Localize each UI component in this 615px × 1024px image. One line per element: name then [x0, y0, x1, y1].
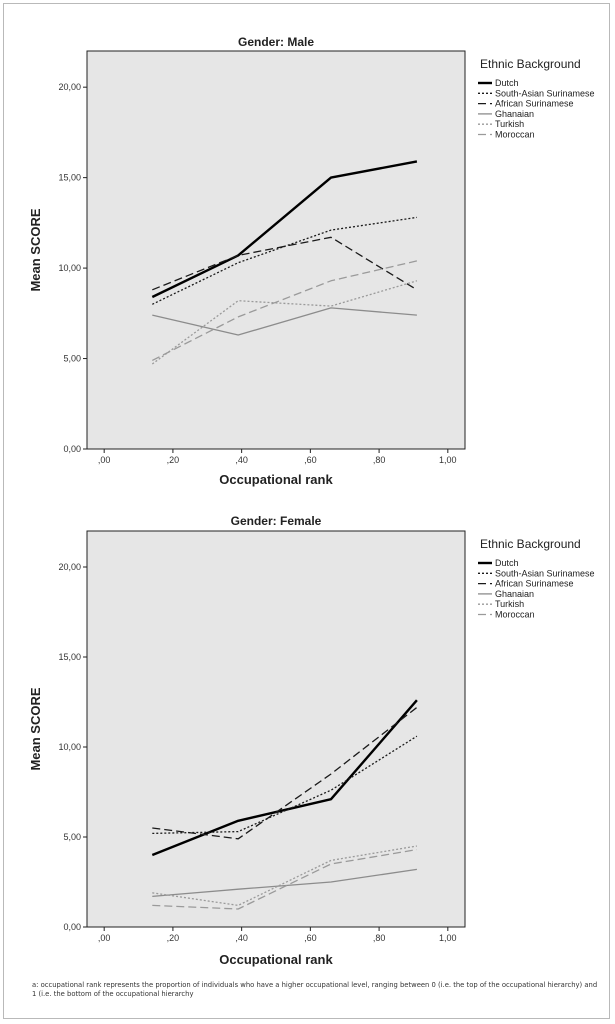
- y-tick-label: 10,00: [58, 742, 81, 752]
- x-tick-label: 1,00: [439, 455, 457, 465]
- legend-item-label: Ghanaian: [495, 589, 534, 599]
- legend-title: Ethnic Background: [480, 57, 581, 71]
- legend-item-label: Turkish: [495, 119, 524, 129]
- x-tick-label: 1,00: [439, 933, 457, 943]
- legend-item-label: Dutch: [495, 558, 519, 568]
- legend-item-label: South-Asian Surinamese: [495, 88, 595, 98]
- x-tick-label: ,40: [235, 455, 248, 465]
- x-tick-label: ,60: [304, 455, 317, 465]
- y-tick-label: 5,00: [63, 832, 81, 842]
- y-axis-label: Mean SCORE: [28, 208, 43, 291]
- series-line-african-surinamese: [152, 236, 418, 291]
- legend-item-label: Dutch: [495, 78, 519, 88]
- series-line-dutch: [151, 699, 418, 857]
- y-tick-label: 15,00: [58, 652, 81, 662]
- series-line-ghanaian: [152, 307, 417, 336]
- y-tick-label: 0,00: [63, 922, 81, 932]
- x-tick-label: ,00: [98, 455, 111, 465]
- series-line-turkish: [151, 280, 418, 365]
- series-line-ghanaian: [152, 868, 417, 898]
- chart-female: Gender: Female 0,00 5,00 10,00 15,00 20,00 ,00…: [28, 514, 595, 967]
- legend-item-label: Turkish: [495, 599, 524, 609]
- y-tick-label: 10,00: [58, 263, 81, 273]
- x-tick-label: ,80: [373, 933, 386, 943]
- x-tick-label: ,80: [373, 455, 386, 465]
- series-line-turkish: [152, 845, 418, 907]
- y-tick-label: 5,00: [63, 354, 81, 364]
- y-tick-label: 0,00: [63, 444, 81, 454]
- chart-title: Gender: Female: [231, 514, 322, 528]
- plot-area: [86, 50, 466, 450]
- series-line-african-surinamese: [152, 706, 418, 840]
- y-tick-label: 15,00: [58, 173, 81, 183]
- x-tick-label: ,20: [167, 933, 180, 943]
- x-tick-label: ,40: [235, 933, 248, 943]
- x-tick-label: ,20: [167, 455, 180, 465]
- x-tick-label: ,00: [98, 933, 111, 943]
- y-tick-label: 20,00: [58, 562, 81, 572]
- figure-frame: [3, 3, 610, 1019]
- y-tick-label: 20,00: [58, 82, 81, 92]
- charts-canvas: Gender: Male 0,00 5,00 10,00 15,00 20,00 ,00 ,2…: [28, 35, 595, 967]
- x-axis-label: Occupational rank: [219, 952, 333, 967]
- plot-area: [86, 530, 466, 928]
- series-line-south-asian-surinamese: [152, 735, 418, 835]
- series-line-dutch: [151, 160, 418, 299]
- x-tick-label: ,60: [304, 933, 317, 943]
- footnote: a: occupational rank represents the prop…: [32, 981, 598, 998]
- legend-item-label: Moroccan: [495, 130, 535, 140]
- legend-item-label: African Surinamese: [495, 99, 574, 109]
- legend-item-label: South-Asian Surinamese: [495, 568, 595, 578]
- chart-title: Gender: Male: [238, 35, 314, 49]
- legend-title: Ethnic Background: [480, 537, 581, 551]
- chart-male: Gender: Male 0,00 5,00 10,00 15,00 20,00 ,00 ,2…: [28, 35, 595, 487]
- y-axis-label: Mean SCORE: [28, 687, 43, 770]
- legend-item-label: Moroccan: [495, 610, 535, 620]
- x-axis-label: Occupational rank: [219, 472, 333, 487]
- legend-item-label: Ghanaian: [495, 109, 534, 119]
- series-line-moroccan: [152, 848, 418, 910]
- legend-item-label: African Surinamese: [495, 579, 574, 589]
- series-line-moroccan: [152, 260, 418, 361]
